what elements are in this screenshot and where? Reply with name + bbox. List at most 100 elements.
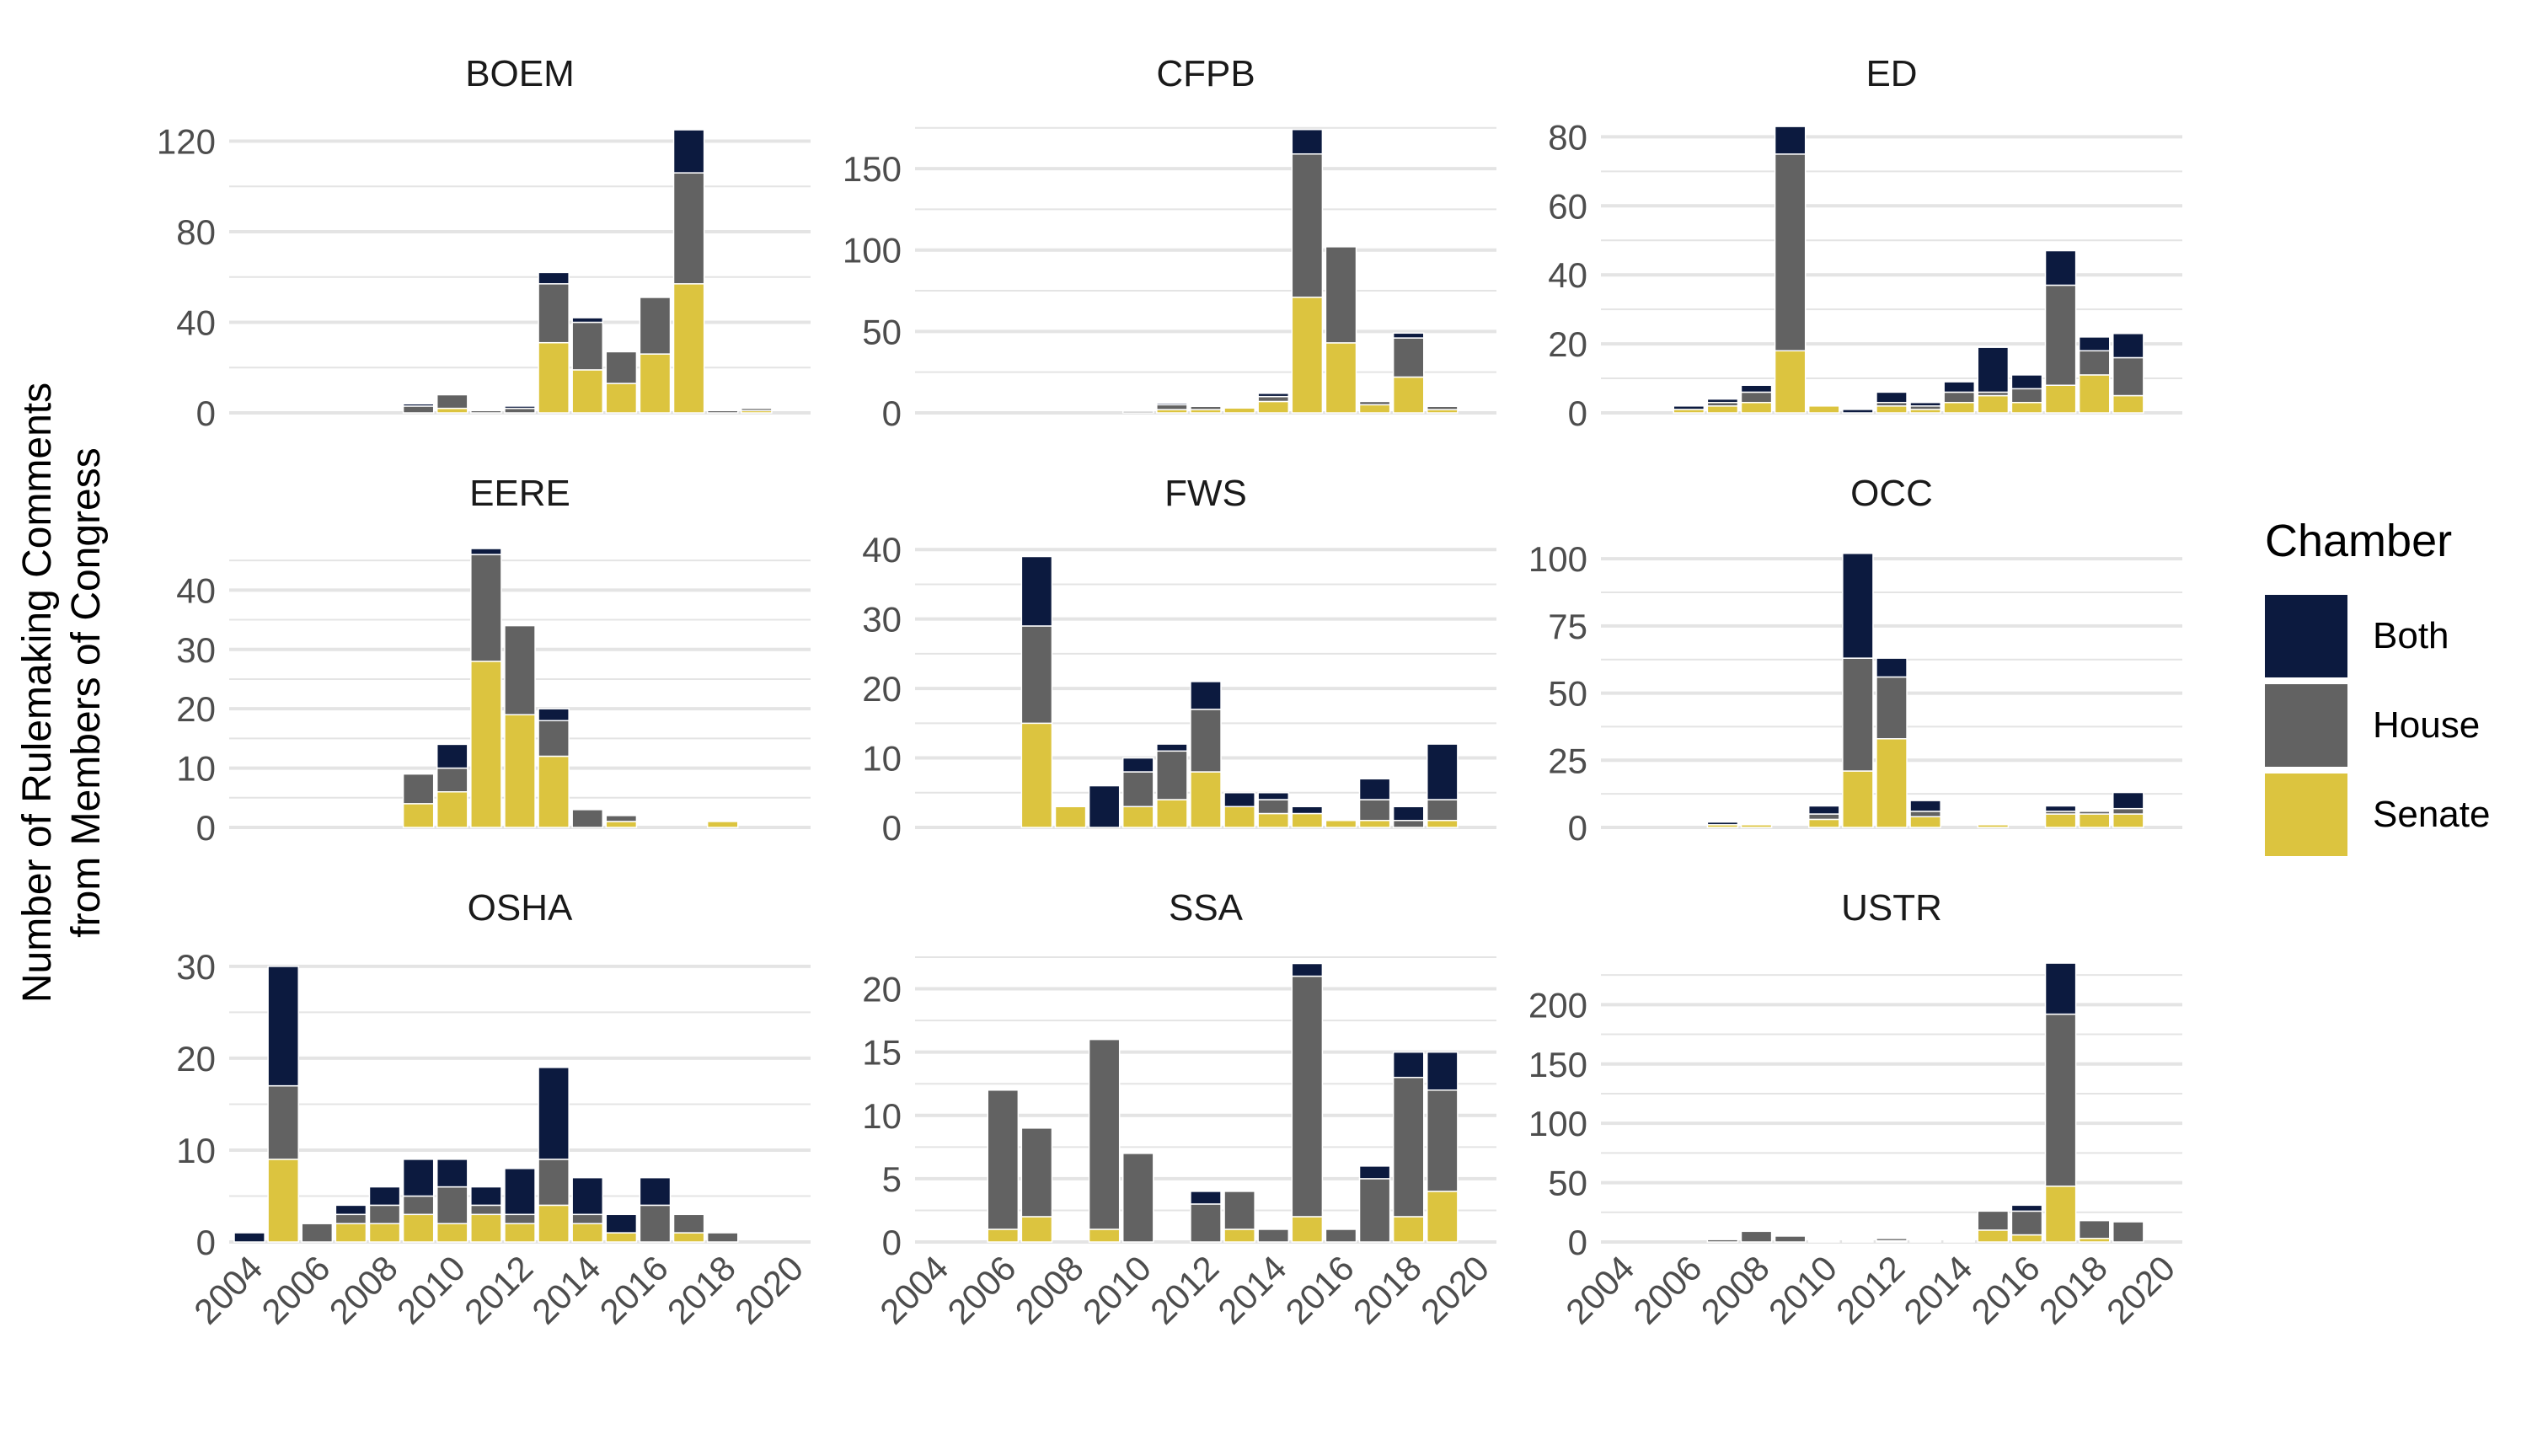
bar-ed-2015-senate xyxy=(1977,394,2010,414)
bar-ed-2008-both xyxy=(1740,384,1773,393)
y-tick-label: 20 xyxy=(1548,324,1587,364)
bar-ssa-2017-house xyxy=(1358,1178,1391,1243)
bar-osha-2010-senate xyxy=(436,1223,468,1243)
panels-grid: 04080120BOEM050100150CFPB020406080ED0102… xyxy=(157,53,2182,1331)
x-tick-label: 2020 xyxy=(1413,1248,1496,1331)
bar-occ-2018-senate xyxy=(2078,813,2111,828)
bar-ssa-2009-senate xyxy=(1088,1228,1121,1243)
bar-fws-2019-both xyxy=(1427,743,1459,800)
bar-boem-2017-house xyxy=(672,172,705,285)
bar-ssa-2015-both xyxy=(1291,962,1324,977)
bar-osha-2014-house xyxy=(571,1213,604,1224)
y-tick-label: 40 xyxy=(176,570,216,610)
bar-boem-2013-both xyxy=(538,271,570,285)
bar-ed-2016-both xyxy=(2010,374,2043,390)
bar-occ-2011-house xyxy=(1842,657,1874,772)
bar-fws-2007-both xyxy=(1020,555,1053,627)
y-tick-label: 40 xyxy=(176,303,216,343)
bar-boem-2014-house xyxy=(571,321,604,371)
bar-osha-2015-senate xyxy=(605,1232,638,1243)
bar-boem-2013-senate xyxy=(538,341,570,414)
bar-ssa-2017-both xyxy=(1358,1165,1391,1180)
bar-occ-2012-senate xyxy=(1876,738,1908,828)
bar-ed-2006-both xyxy=(1673,405,1705,410)
bar-occ-2007-both xyxy=(1706,821,1739,826)
bar-fws-2018-house xyxy=(1392,820,1425,828)
bar-fws-2011-house xyxy=(1156,750,1188,800)
bar-ssa-2013-house xyxy=(1223,1191,1255,1230)
bar-ssa-2019-house xyxy=(1427,1089,1459,1192)
x-tick-label: 2016 xyxy=(592,1248,676,1331)
bar-ed-2008-senate xyxy=(1740,401,1773,414)
bar-fws-2019-senate xyxy=(1427,820,1459,828)
bar-fws-2015-both xyxy=(1291,806,1324,815)
bar-osha-2015-both xyxy=(605,1213,638,1234)
bar-ed-2017-senate xyxy=(2044,384,2077,414)
x-tick-label: 2018 xyxy=(660,1248,743,1331)
bar-ustr-2007-house xyxy=(1706,1239,1739,1243)
bar-osha-2006-house xyxy=(301,1223,334,1243)
bar-fws-2013-both xyxy=(1223,792,1255,808)
y-tick-label: 15 xyxy=(862,1033,902,1073)
bar-eere-2014-house xyxy=(571,809,604,828)
bar-ssa-2016-house xyxy=(1325,1228,1357,1243)
bar-ed-2018-both xyxy=(2078,336,2111,352)
y-tick-label: 150 xyxy=(843,149,902,189)
y-tick-label: 0 xyxy=(196,808,216,848)
bar-osha-2007-both xyxy=(335,1204,367,1216)
bar-eere-2013-house xyxy=(538,720,570,757)
bar-fws-2012-senate xyxy=(1190,771,1222,828)
bar-cfpb-2019-house xyxy=(1427,405,1459,410)
bar-ed-2012-both xyxy=(1876,391,1908,404)
bar-cfpb-2016-house xyxy=(1325,246,1357,344)
bar-boem-2018-house xyxy=(706,410,739,414)
bar-boem-2010-house xyxy=(436,393,468,410)
y-tick-label: 100 xyxy=(1528,1104,1587,1143)
bar-eere-2013-senate xyxy=(538,755,570,828)
bar-ustr-2017-both xyxy=(2044,962,2077,1015)
bar-fws-2018-both xyxy=(1392,806,1425,822)
bar-occ-2011-senate xyxy=(1842,770,1874,828)
bar-occ-2019-senate xyxy=(2112,813,2144,828)
bar-fws-2008-senate xyxy=(1054,806,1087,828)
bar-ssa-2012-house xyxy=(1190,1203,1222,1243)
bar-ustr-2008-house xyxy=(1740,1230,1773,1243)
bar-fws-2019-house xyxy=(1427,799,1459,822)
bar-occ-2012-house xyxy=(1876,676,1908,740)
y-tick-label: 200 xyxy=(1528,985,1587,1025)
bar-eere-2018-senate xyxy=(706,821,739,828)
bar-occ-2013-house xyxy=(1909,811,1941,817)
bar-osha-2009-house xyxy=(402,1195,435,1216)
legend-label-senate: Senate xyxy=(2373,794,2490,835)
panel-fws: 0 10 20 30 40 FWS xyxy=(862,473,1496,848)
bar-osha-2004-both xyxy=(233,1232,265,1243)
bar-ed-2014-both xyxy=(1943,381,1976,393)
bar-cfpb-2018-senate xyxy=(1392,376,1425,414)
bar-osha-2017-senate xyxy=(672,1232,705,1243)
bar-occ-2013-both xyxy=(1909,800,1941,812)
x-tick-label: 2006 xyxy=(939,1248,1023,1331)
y-tick-label: 10 xyxy=(862,739,902,779)
bar-occ-2010-house xyxy=(1807,813,1840,821)
x-tick-label: 2020 xyxy=(2099,1248,2182,1331)
bar-fws-2011-senate xyxy=(1156,799,1188,828)
bar-ustr-2011-senate xyxy=(1842,1239,1874,1243)
panel-title-cfpb: CFPB xyxy=(1156,53,1255,94)
bar-eere-2009-senate xyxy=(402,803,435,828)
panel-occ: 0 25 50 75 100 OCC xyxy=(1528,473,2182,848)
bar-ssa-2006-house xyxy=(987,1089,1020,1230)
x-tick-label: 2012 xyxy=(1828,1248,1912,1331)
y-tick-label: 0 xyxy=(882,1223,902,1262)
y-tick-label: 10 xyxy=(176,1131,216,1170)
bar-ssa-2019-both xyxy=(1427,1051,1459,1091)
bar-fws-2007-house xyxy=(1020,625,1053,725)
legend-swatch-both xyxy=(2265,595,2347,677)
bar-occ-2010-senate xyxy=(1807,818,1840,828)
x-tick-label: 2014 xyxy=(1896,1248,1979,1331)
bar-ssa-2012-both xyxy=(1190,1191,1222,1205)
panel-title-occ: OCC xyxy=(1850,473,1933,514)
bar-eere-2015-house xyxy=(605,815,638,822)
bar-occ-2013-senate xyxy=(1909,816,1941,828)
bar-fws-2014-house xyxy=(1257,799,1290,815)
